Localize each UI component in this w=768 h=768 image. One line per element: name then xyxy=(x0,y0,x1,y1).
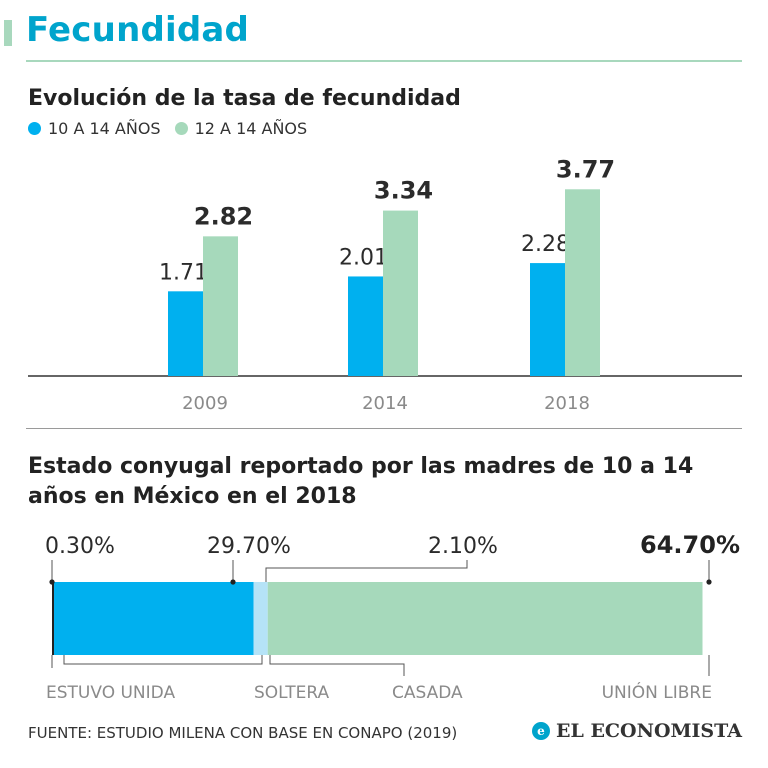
segment-soltera xyxy=(54,582,254,655)
pct-label-casada: 2.10% xyxy=(428,534,498,559)
x-tick-label-2014: 2014 xyxy=(362,393,408,414)
value-label-12-14-2018: 3.77 xyxy=(556,155,615,183)
page-title: Fecundidad xyxy=(26,10,250,50)
bar-12-14-2009 xyxy=(203,236,238,376)
pct-label-union-libre: 64.70% xyxy=(640,531,740,559)
segment-casada xyxy=(253,582,268,655)
brand-name: EL ECONOMISTA xyxy=(555,720,742,742)
category-label-union-libre: UNIÓN LIBRE xyxy=(602,681,712,703)
value-label-12-14-2009: 2.82 xyxy=(194,202,253,230)
fertility-bar-chart: 1.71 2.82 2009 2.01 3.34 2014 2.28 3.77 2018 xyxy=(28,155,742,414)
source-note: FUENTE: ESTUDIO MILENA CON BASE EN CONAP… xyxy=(28,724,458,742)
bar-12-14-2014 xyxy=(383,210,418,376)
value-label-10-14-2018: 2.28 xyxy=(521,232,570,257)
title-divider xyxy=(26,60,742,62)
pct-label-soltera: 29.70% xyxy=(207,534,291,559)
title-accent-bar xyxy=(4,20,12,46)
value-label-10-14-2014: 2.01 xyxy=(339,245,388,270)
bar-10-14-2009 xyxy=(168,291,203,376)
legend-item-10-14: 10 A 14 AÑOS xyxy=(28,119,161,138)
category-label-estuvo-unida: ESTUVO UNIDA xyxy=(46,683,175,703)
legend-swatch-blue xyxy=(28,122,41,135)
x-tick-label-2009: 2009 xyxy=(182,393,228,414)
marker-dot-soltera xyxy=(230,579,236,585)
marker-dot-estuvo-unida xyxy=(49,579,55,585)
legend-item-12-14: 12 A 14 AÑOS xyxy=(174,119,308,138)
marital-status-stacked-bar: 0.30% 29.70% 2.10% 64.70% ESTUVO UNIDA SOLTER… xyxy=(45,531,740,703)
bar-10-14-2018 xyxy=(530,263,565,376)
bar-chart-legend: 10 A 14 AÑOS 12 A 14 AÑOS xyxy=(28,119,321,138)
bar-chart-title: Evolución de la tasa de fecundidad xyxy=(28,86,461,111)
brand-logo: e EL ECONOMISTA xyxy=(531,720,742,742)
value-label-10-14-2009: 1.71 xyxy=(159,260,208,285)
category-label-soltera: SOLTERA xyxy=(254,683,330,703)
economista-logo-icon: e xyxy=(531,722,550,740)
legend-swatch-green xyxy=(174,122,188,135)
leader-bottom-casada xyxy=(269,655,405,676)
segment-estuvo-unida xyxy=(52,582,55,655)
legend-label-10-14: 10 A 14 AÑOS xyxy=(48,119,161,138)
marker-dot-union-libre xyxy=(706,579,712,585)
bar-10-14-2014 xyxy=(348,276,383,376)
stacked-chart-title: Estado conyugal reportado por las madres… xyxy=(28,454,694,509)
leader-bottom-soltera xyxy=(63,655,263,665)
x-tick-label-2018: 2018 xyxy=(544,393,590,414)
category-label-casada: CASADA xyxy=(392,683,463,703)
bar-12-14-2018 xyxy=(565,189,600,376)
leader-top-casada xyxy=(265,560,468,582)
section-divider xyxy=(26,428,742,429)
pct-label-estuvo-unida: 0.30% xyxy=(45,534,115,559)
value-label-12-14-2014: 3.34 xyxy=(374,177,433,205)
segment-uni-n-libre xyxy=(267,582,703,655)
legend-label-12-14: 12 A 14 AÑOS xyxy=(194,119,308,138)
